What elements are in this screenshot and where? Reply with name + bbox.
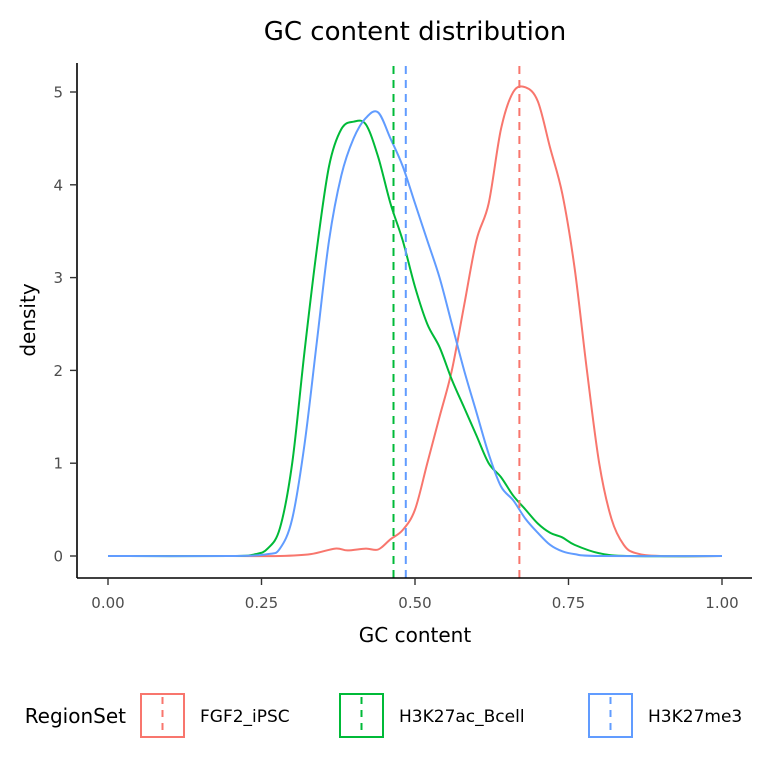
y-tick-label: 3 [53, 269, 63, 287]
legend-label: H3K27ac_Bcell [399, 707, 525, 727]
density-curves [107, 85, 723, 558]
x-tick-label: 0.00 [91, 594, 124, 612]
y-tick-label: 0 [53, 548, 63, 566]
mean-lines [392, 66, 521, 578]
legend-item-h3k27ac-bcell: H3K27ac_Bcell [339, 693, 525, 738]
legend-items: FGF2_iPSC H3K27ac_Bcell H3K27me3 [140, 693, 742, 738]
y-tick-label: 1 [53, 455, 63, 473]
plot-area: 0.00 0.25 0.50 0.75 1.00 0 1 2 3 4 5 [53, 63, 752, 612]
x-tick-label: 1.00 [705, 594, 738, 612]
x-tick-label: 0.75 [552, 594, 585, 612]
legend-label: H3K27me3 [648, 707, 742, 727]
y-tick-label: 2 [53, 362, 63, 380]
legend-item-fgf2-ipsc: FGF2_iPSC [140, 693, 290, 738]
y-tick-label: 5 [53, 84, 63, 102]
x-tick-label: 0.50 [398, 594, 431, 612]
legend-title: RegionSet [25, 704, 126, 728]
legend-item-h3k27me3: H3K27me3 [588, 693, 742, 738]
x-axis-ticks: 0.00 0.25 0.50 0.75 1.00 [91, 578, 739, 612]
density-line-h3k27me3 [107, 110, 723, 558]
y-axis-ticks: 0 1 2 3 4 5 [53, 84, 77, 566]
legend-label: FGF2_iPSC [200, 707, 290, 727]
density-line-h3k27ac-bcell [107, 119, 723, 558]
y-axis-label: density [16, 283, 40, 356]
y-tick-label: 4 [53, 176, 63, 194]
x-axis-label: GC content [359, 623, 472, 647]
x-tick-label: 0.25 [245, 594, 278, 612]
chart-title: GC content distribution [264, 17, 567, 47]
density-line-fgf2-ipsc [108, 85, 723, 558]
legend: RegionSet FGF2_iPSC H3K27ac_Bcell H3K27me3 [25, 693, 742, 738]
